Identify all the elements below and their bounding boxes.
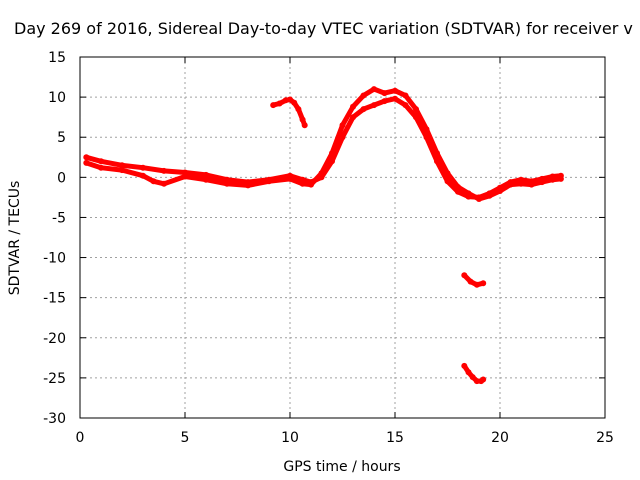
axis-ticks: 0 5 10 15 20 25 15 10 5 0 -5 -10 -15 -20 -25 -30 — [43, 50, 614, 446]
data-point — [507, 181, 514, 188]
data-point — [455, 184, 461, 190]
gridlines — [80, 57, 605, 418]
data-point — [469, 374, 476, 381]
data-point — [83, 154, 90, 161]
data-point — [245, 182, 251, 189]
data-point — [360, 106, 367, 113]
data-point — [486, 192, 493, 199]
x-tick-label: 5 — [181, 430, 190, 446]
data-point — [350, 103, 356, 110]
data-point — [299, 180, 306, 187]
y-tick-label: -15 — [43, 291, 66, 307]
data-point — [339, 122, 346, 129]
y-tick-label: -25 — [43, 371, 66, 387]
y-tick-label: 5 — [57, 130, 66, 146]
series-line-segment-near-18h-upper — [461, 272, 486, 288]
x-tick-label: 25 — [596, 430, 614, 446]
data-point — [360, 92, 367, 99]
x-tick-label: 15 — [386, 430, 404, 446]
data-point — [549, 176, 556, 183]
data-point — [98, 164, 104, 171]
data-point — [276, 100, 283, 107]
data-point — [301, 122, 308, 129]
data-point — [473, 281, 480, 288]
data-point — [119, 162, 125, 169]
data-point — [150, 178, 157, 185]
x-tick-label: 0 — [76, 430, 85, 446]
data-point — [528, 181, 535, 188]
data-point — [434, 150, 440, 157]
y-tick-label: 0 — [57, 170, 66, 186]
data-point — [518, 176, 524, 183]
plot-frame — [79, 56, 606, 419]
x-axis-label: GPS time / hours — [283, 459, 400, 475]
data-point — [287, 96, 293, 103]
y-tick-label: -10 — [43, 251, 66, 267]
data-point — [270, 102, 277, 109]
data-point — [557, 175, 564, 182]
data-point — [291, 99, 298, 106]
data-point — [444, 178, 451, 185]
data-point — [308, 181, 314, 188]
data-point — [203, 171, 209, 178]
data-point — [161, 167, 167, 174]
data-point — [350, 114, 356, 121]
data-point — [465, 190, 472, 197]
x-tick-label: 10 — [281, 430, 299, 446]
y-tick-label: -5 — [52, 210, 66, 226]
data-point — [461, 362, 468, 369]
y-tick-label: 10 — [48, 90, 66, 106]
y-tick-label: -30 — [43, 411, 66, 427]
data-point — [161, 180, 167, 187]
data-point — [480, 376, 487, 383]
data-point — [467, 278, 474, 285]
data-point — [224, 180, 230, 187]
data-point — [473, 378, 480, 385]
data-point — [329, 150, 335, 157]
data-point — [140, 172, 146, 179]
data-point — [83, 159, 90, 166]
y-axis-label: SDTVAR / TECUs — [7, 181, 23, 296]
data-point — [299, 116, 306, 123]
chart-title: Day 269 of 2016, Sidereal Day-to-day VTE… — [14, 19, 633, 38]
data-series — [83, 86, 564, 385]
data-point — [392, 95, 398, 102]
data-point — [392, 87, 398, 94]
y-tick-label: 15 — [48, 50, 66, 66]
data-point — [518, 180, 524, 187]
data-point — [287, 175, 293, 182]
data-point — [266, 178, 272, 185]
data-point — [371, 86, 377, 93]
data-point — [371, 102, 377, 109]
data-point — [461, 272, 468, 279]
series-line-main-trace-spread — [83, 86, 564, 202]
data-point — [497, 188, 503, 194]
y-tick-label: -20 — [43, 331, 66, 347]
data-point — [119, 167, 125, 174]
data-point — [318, 170, 325, 177]
x-tick-label: 20 — [491, 430, 509, 446]
data-point — [465, 369, 472, 376]
data-point — [182, 173, 188, 180]
data-point — [413, 106, 419, 113]
data-point — [140, 164, 146, 171]
data-point — [480, 280, 487, 287]
data-point — [98, 158, 104, 165]
data-point — [423, 126, 430, 133]
data-point — [539, 179, 545, 186]
data-point — [203, 176, 209, 183]
data-point — [402, 102, 409, 109]
data-point — [402, 92, 409, 99]
data-point — [381, 98, 388, 105]
data-point — [444, 170, 451, 177]
data-point — [381, 90, 388, 97]
data-point — [476, 196, 482, 202]
data-point — [295, 106, 302, 113]
